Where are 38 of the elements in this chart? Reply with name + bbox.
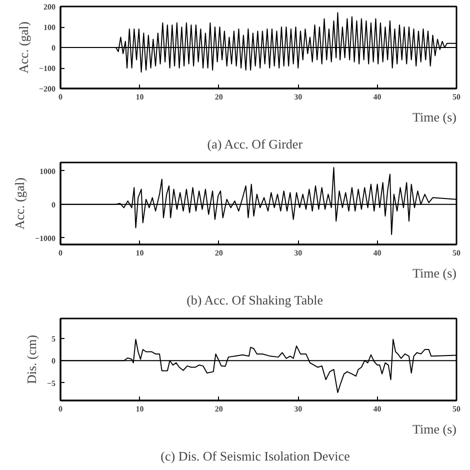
x-tick-label: 0 bbox=[58, 248, 62, 258]
y-tick-label: −200 bbox=[38, 84, 56, 94]
y-tick-label: −5 bbox=[46, 378, 56, 388]
x-tick-label: 30 bbox=[294, 248, 302, 258]
x-axis-title: Time (s) bbox=[412, 422, 457, 436]
y-tick-label: 0 bbox=[52, 356, 56, 366]
y-tick-label: −1000 bbox=[34, 234, 56, 243]
x-tick-label: 50 bbox=[452, 248, 460, 258]
x-tick-label: 40 bbox=[373, 92, 382, 102]
y-tick-label: 200 bbox=[44, 2, 56, 12]
x-tick-label: 10 bbox=[136, 248, 144, 258]
x-tick-label: 50 bbox=[452, 92, 460, 102]
x-tick-label: 30 bbox=[294, 92, 302, 102]
text: (c) Dis. Of Seismic Isolation Device bbox=[160, 448, 350, 464]
x-axis-title: Time (s) bbox=[412, 110, 457, 124]
y-tick-label: −100 bbox=[38, 64, 56, 73]
x-tick-label: 20 bbox=[214, 248, 223, 258]
y-tick-label: 100 bbox=[44, 23, 56, 32]
y-axis-title: Dis. (cm) bbox=[24, 334, 39, 384]
x-tick-label: 40 bbox=[373, 404, 382, 414]
text: (a) Acc. Of Girder bbox=[207, 136, 304, 152]
x-tick-label: 20 bbox=[214, 92, 223, 102]
x-tick-label: 0 bbox=[58, 404, 62, 414]
x-tick-label: 40 bbox=[373, 248, 382, 258]
y-tick-label: 0 bbox=[52, 44, 56, 52]
x-tick-label: 10 bbox=[136, 92, 144, 102]
x-tick-label: 50 bbox=[452, 404, 460, 414]
x-axis-title: Time (s) bbox=[412, 266, 457, 280]
x-tick-label: 20 bbox=[214, 404, 223, 414]
x-tick-label: 30 bbox=[294, 404, 302, 414]
y-axis-title: Acc. (gal) bbox=[12, 178, 27, 230]
x-tick-label: 10 bbox=[136, 404, 144, 414]
y-tick-label: 1000 bbox=[40, 166, 56, 176]
y-tick-label: 5 bbox=[52, 334, 56, 344]
x-tick-label: 0 bbox=[58, 92, 62, 102]
y-tick-label: 0 bbox=[52, 200, 56, 210]
y-axis-title: Acc. (gal) bbox=[16, 22, 31, 74]
text: (b) Acc. Of Shaking Table bbox=[186, 292, 324, 308]
